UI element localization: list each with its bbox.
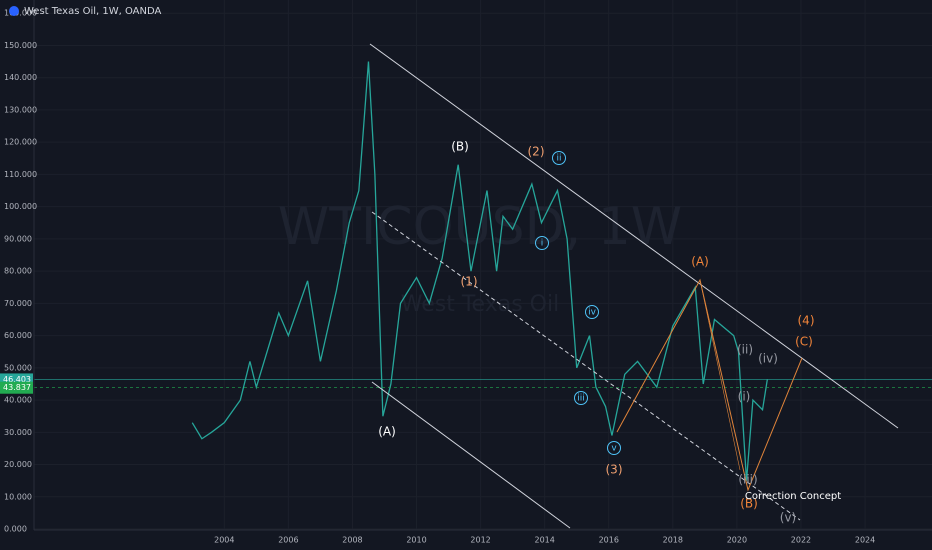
wave-label: (i): [738, 390, 751, 404]
watermark-sub: West Texas Oil: [401, 292, 559, 317]
wave-label: (B): [740, 497, 758, 511]
wave-label: (A): [378, 425, 396, 439]
trend-line: [371, 381, 571, 529]
x-tick-label: 2014: [534, 536, 554, 545]
x-tick-label: 2018: [663, 536, 683, 545]
y-tick-label: 110.000: [4, 170, 37, 179]
price-line: [191, 61, 768, 481]
x-tick-label: 2012: [470, 536, 490, 545]
y-tick-label: 30.000: [4, 428, 32, 437]
y-tick-label: 50.000: [4, 363, 32, 372]
wave-label: (A): [691, 255, 709, 269]
y-tick-label: 160.000: [4, 9, 37, 18]
y-tick-label: 130.000: [4, 105, 37, 114]
y-tick-label: 10.000: [4, 492, 32, 501]
grid: [34, 0, 932, 530]
y-tick-label: 40.000: [4, 396, 32, 405]
wave-circle: [552, 151, 566, 165]
wave-label: (4): [798, 314, 815, 328]
wave-label: v: [611, 444, 617, 454]
axis-panel: [0, 0, 34, 550]
wave-label: (v): [780, 511, 796, 525]
y-tick-label: 20.000: [4, 460, 32, 469]
plot: [34, 61, 932, 481]
wave-label: (C): [795, 335, 813, 349]
x-tick-label: 2010: [406, 536, 426, 545]
axes: 0.000 10.000 20.000 30.000 40.000 50.000 60.00…: [0, 9, 875, 545]
wave-label: (3): [606, 463, 623, 477]
wave-label: iii: [577, 394, 585, 404]
price-badge-label: 43.837: [3, 383, 31, 392]
y-tick-label: 90.000: [4, 234, 32, 243]
trend-line: [369, 43, 899, 429]
wave-label: iv: [588, 308, 597, 318]
chart-title: West Texas Oil, 1W, OANDA: [24, 6, 162, 17]
wave-path: [699, 279, 741, 471]
wave-circle: [535, 236, 549, 250]
wave-label: Correction Concept: [745, 491, 841, 502]
wave-circle: [607, 441, 621, 455]
y-tick-label: 0.000: [4, 525, 27, 534]
drawings: [369, 43, 899, 529]
wave-label: (iv): [758, 352, 778, 366]
y-tick-label: 100.000: [4, 202, 37, 211]
wave-label: (2): [528, 145, 545, 159]
wave-label: (B): [451, 140, 469, 154]
wave-label: (1): [461, 275, 478, 289]
x-tick-label: 2020: [727, 536, 747, 545]
trend-line: [371, 211, 801, 521]
wave-path: [616, 278, 803, 492]
symbol-icon: [9, 6, 19, 16]
wave-label: ii: [556, 154, 561, 164]
x-tick-label: 2006: [278, 536, 298, 545]
labels: (B) (2) iii(1)iviiiv(3)(A)(A)(4)(C)(ii)(iv…: [378, 140, 841, 525]
wave-label: (iii): [738, 473, 757, 487]
y-tick-label: 80.000: [4, 267, 32, 276]
y-tick-label: 70.000: [4, 299, 32, 308]
wave-circle: [574, 391, 588, 405]
x-tick-label: 2024: [855, 536, 875, 545]
x-tick-label: 2008: [342, 536, 362, 545]
wave-circle: [585, 305, 599, 319]
y-tick-label: 60.000: [4, 331, 32, 340]
y-tick-label: 120.000: [4, 138, 37, 147]
price-badge-label: 46.403: [3, 375, 31, 384]
axis-panel: [0, 530, 932, 550]
wave-label: i: [541, 239, 544, 249]
x-tick-label: 2004: [214, 536, 234, 545]
y-tick-label: 150.000: [4, 41, 37, 50]
x-tick-label: 2022: [791, 536, 811, 545]
price-badge: [0, 381, 33, 394]
wave-label: (ii): [737, 343, 753, 357]
y-tick-label: 140.000: [4, 73, 37, 82]
x-tick-label: 2016: [599, 536, 619, 545]
